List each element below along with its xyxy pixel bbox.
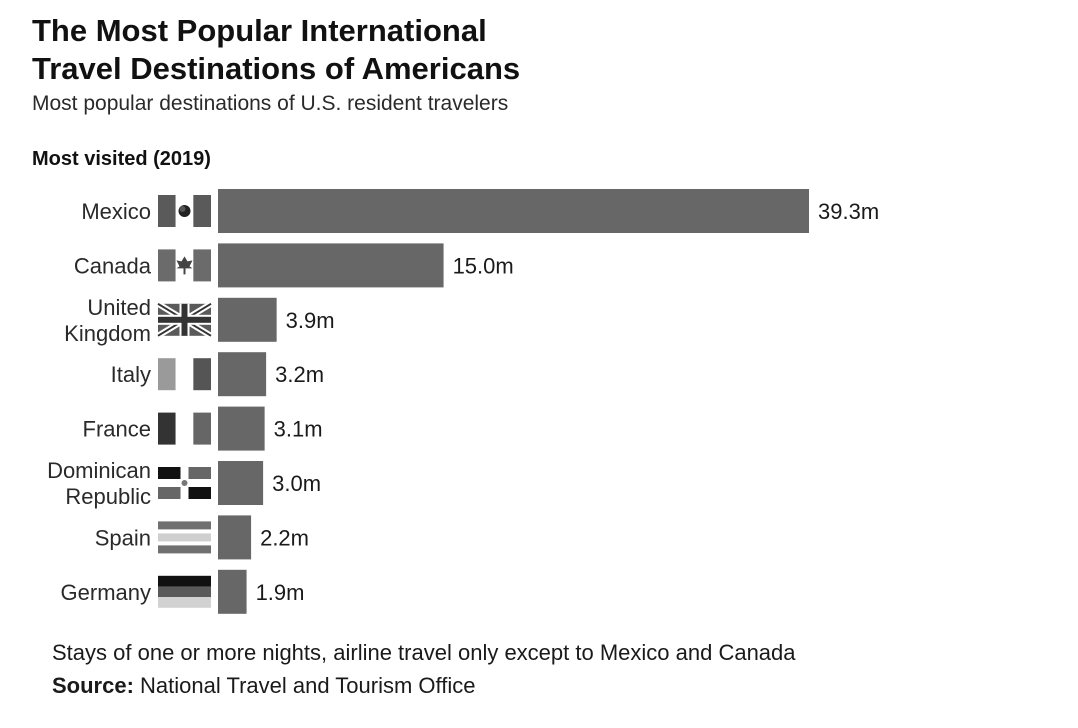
chart-title-line-2: Travel Destinations of Americans	[32, 51, 521, 86]
bar-united-kingdom	[218, 297, 277, 342]
footnote: Stays of one or more nights, airline tra…	[52, 640, 796, 665]
category-label-line: United	[87, 295, 151, 320]
category-label-line: Republic	[65, 484, 151, 509]
bar-mexico	[218, 189, 809, 233]
value-label-dominican-republic: 3.0m	[272, 471, 321, 496]
bar-spain	[218, 515, 252, 560]
value-label-france: 3.1m	[274, 417, 323, 442]
chart-title: The Most Popular International Travel De…	[32, 12, 732, 88]
category-label-spain: Spain	[95, 525, 151, 550]
value-label-italy: 3.2m	[275, 362, 324, 387]
value-label-canada: 15.0m	[453, 253, 514, 278]
bar-canada	[218, 243, 444, 288]
value-label-mexico: 39.3m	[818, 199, 879, 224]
source-text: National Travel and Tourism Office	[133, 673, 476, 698]
italy-flag-icon	[158, 358, 211, 391]
france-flag-icon	[158, 412, 211, 445]
bar-italy	[218, 352, 267, 397]
bar-dominican-republic	[218, 461, 264, 505]
section-label: Most visited (2019)	[32, 148, 211, 170]
bar-france	[218, 406, 265, 451]
uk-flag-icon	[156, 301, 213, 339]
germany-flag-icon	[158, 575, 211, 608]
category-label-mexico: Mexico	[81, 199, 151, 224]
dominican-republic-flag-icon	[158, 467, 211, 499]
source-line: Source: National Travel and Tourism Offi…	[52, 673, 476, 699]
bar-germany	[218, 569, 247, 614]
value-label-germany: 1.9m	[256, 580, 305, 605]
category-label-germany: Germany	[61, 580, 151, 605]
category-label-canada: Canada	[74, 253, 152, 278]
chart-subtitle: Most popular destinations of U.S. reside…	[32, 92, 509, 115]
value-label-united-kingdom: 3.9m	[286, 308, 335, 333]
canada-flag-icon	[158, 249, 211, 282]
chart-title-line-1: The Most Popular International	[32, 13, 487, 48]
source-label: Source:	[52, 673, 134, 698]
value-label-spain: 2.2m	[260, 525, 309, 550]
category-label-italy: Italy	[111, 362, 151, 387]
mexico-flag-icon	[158, 195, 211, 227]
spain-flag-icon	[158, 521, 211, 554]
category-label-france: France	[83, 417, 151, 442]
category-label-united-kingdom: United Kingdom	[64, 295, 151, 346]
category-label-line: Kingdom	[64, 321, 151, 346]
category-label-dominican-republic: Dominican Republic	[47, 458, 151, 509]
category-label-line: Dominican	[47, 458, 151, 483]
